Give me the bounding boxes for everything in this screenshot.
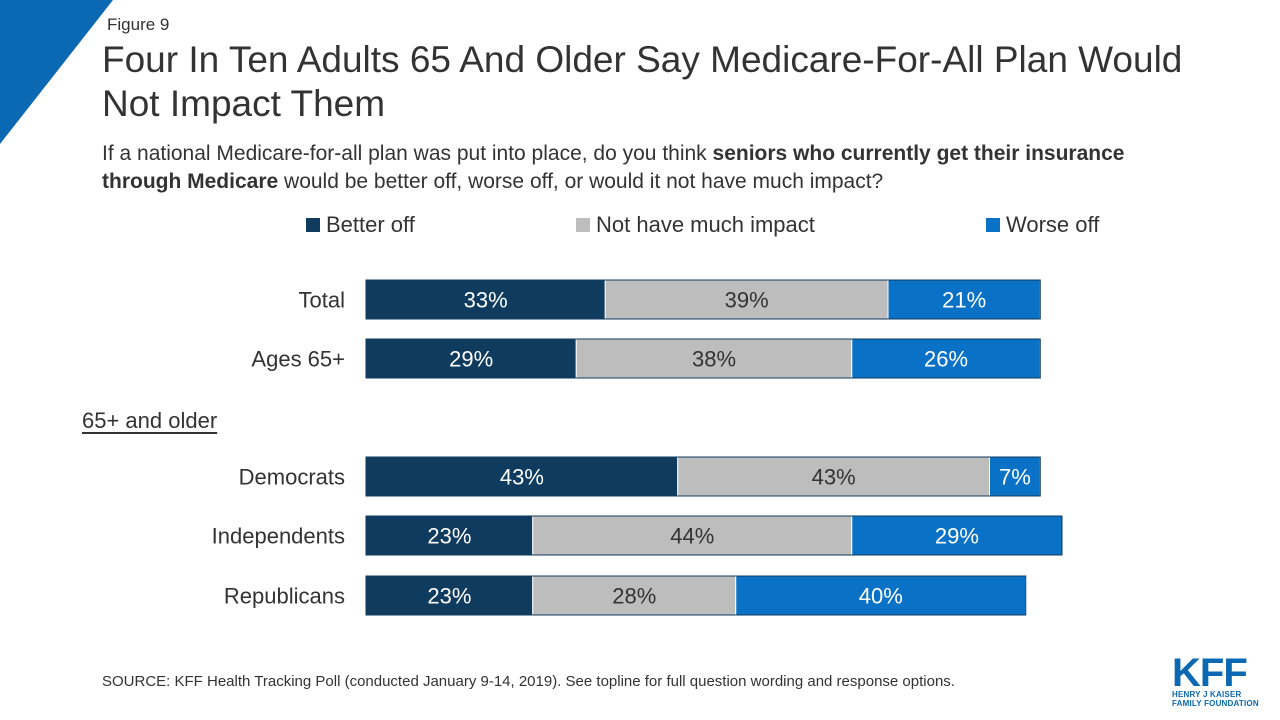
logo-line-1: HENRY J KAISER	[1172, 690, 1242, 699]
bar-outline-independents	[365, 515, 1063, 556]
data-label-democrats-better-off: 43%	[500, 465, 544, 490]
data-label-total-not-have-much-impact: 39%	[725, 288, 769, 313]
bar-outline-total	[365, 279, 1041, 320]
figure-label: Figure 9	[107, 15, 170, 34]
category-label-independents: Independents	[212, 524, 345, 549]
category-label-democrats: Democrats	[239, 465, 345, 490]
data-label-democrats-worse-off: 7%	[999, 465, 1031, 490]
question-bold: seniors who currently get their insuranc…	[102, 142, 1125, 193]
source-note: SOURCE: KFF Health Tracking Poll (conduc…	[102, 673, 955, 690]
data-label-independents-not-have-much-impact: 44%	[670, 524, 714, 549]
data-label-independents-worse-off: 29%	[935, 524, 979, 549]
bar-ages-65-worse-off	[851, 338, 1041, 379]
legend-swatch-worse-off	[986, 218, 1000, 232]
chart-legend: Better off Not have much impact Worse of…	[0, 212, 1280, 240]
logo-line-2: FAMILY FOUNDATION	[1172, 699, 1259, 708]
kff-logo: KFF HENRY J KAISER FAMILY FOUNDATION	[1172, 651, 1262, 708]
category-label-republicans: Republicans	[224, 584, 345, 609]
question-part-1: If a national Medicare-for-all plan was …	[102, 142, 713, 165]
data-label-republicans-better-off: 23%	[427, 584, 471, 609]
bar-ages-65-not-have-much-impact	[575, 338, 853, 379]
data-label-republicans-not-have-much-impact: 28%	[612, 584, 656, 609]
data-label-republicans-worse-off: 40%	[859, 584, 903, 609]
bar-outline-ages-65	[365, 338, 1041, 379]
legend-item-no-impact: Not have much impact	[576, 212, 815, 238]
category-label-ages-65: Ages 65+	[251, 347, 345, 372]
data-label-independents-better-off: 23%	[427, 524, 471, 549]
question-part-2: would be better off, worse off, or would…	[278, 170, 884, 193]
data-label-ages-65-not-have-much-impact: 38%	[692, 347, 736, 372]
legend-label-no-impact: Not have much impact	[596, 212, 815, 237]
group-label: 65+ and older	[82, 408, 218, 433]
bar-democrats-worse-off	[989, 456, 1041, 497]
legend-label-worse-off: Worse off	[1006, 212, 1100, 237]
legend-item-better-off: Better off	[306, 212, 415, 238]
data-label-ages-65-better-off: 29%	[449, 347, 493, 372]
bar-outline-republicans	[365, 575, 1027, 616]
bar-democrats-not-have-much-impact	[677, 456, 990, 497]
category-label-total: Total	[299, 288, 345, 313]
bar-independents-better-off	[365, 515, 534, 556]
logo-mark: KFF	[1172, 651, 1248, 695]
corner-accent	[0, 0, 113, 144]
bar-republicans-not-have-much-impact	[532, 575, 737, 616]
data-label-ages-65-worse-off: 26%	[924, 347, 968, 372]
data-label-democrats-not-have-much-impact: 43%	[812, 465, 856, 490]
legend-label-better-off: Better off	[326, 212, 415, 237]
legend-swatch-no-impact	[576, 218, 590, 232]
legend-swatch-better-off	[306, 218, 320, 232]
data-label-total-better-off: 33%	[464, 288, 508, 313]
bar-independents-worse-off	[851, 515, 1063, 556]
legend-item-worse-off: Worse off	[986, 212, 1099, 238]
question-text: If a national Medicare-for-all plan was …	[102, 140, 1182, 196]
page-title: Four In Ten Adults 65 And Older Say Medi…	[102, 39, 1183, 124]
data-label-total-worse-off: 21%	[942, 288, 986, 313]
bar-outline-democrats	[365, 456, 1041, 497]
